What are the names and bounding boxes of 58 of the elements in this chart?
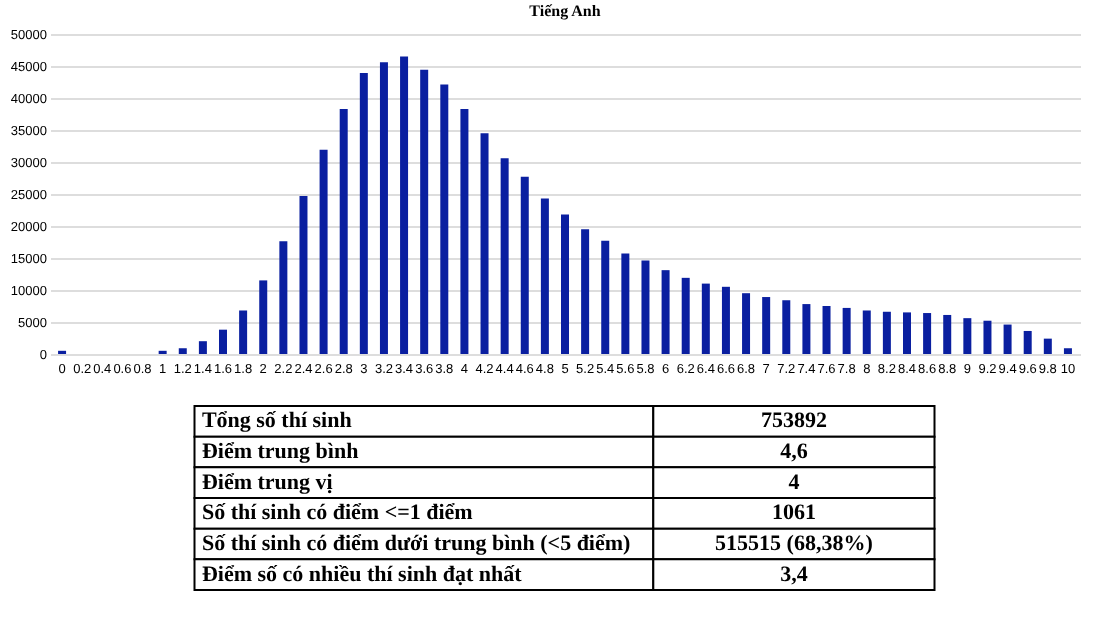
bar: [1003, 324, 1012, 354]
bar: [762, 297, 771, 354]
bar: [842, 307, 851, 354]
bar: [219, 329, 228, 354]
bar: [178, 348, 187, 354]
text: 753892: [760, 409, 828, 434]
bar: [742, 293, 751, 354]
bar: [681, 277, 690, 354]
text: Điểm số có nhiều thí sinh đạt nhất: [201, 562, 523, 587]
bar: [1063, 348, 1072, 354]
bar: [661, 270, 670, 354]
bar: [802, 304, 811, 354]
text: Điểm trung vị: [201, 470, 333, 495]
bar: [339, 108, 348, 354]
bar: [641, 260, 650, 354]
bar: [520, 176, 529, 354]
bar: [963, 318, 972, 354]
bar: [440, 84, 449, 354]
bar: [621, 253, 630, 354]
text: Điểm trung bình: [201, 440, 359, 464]
bar: [420, 69, 429, 354]
text: 3,4: [780, 562, 809, 587]
bar: [822, 306, 831, 354]
bar: [902, 312, 911, 354]
bar: [601, 240, 610, 354]
bar: [882, 311, 891, 354]
bar: [198, 341, 207, 354]
bar: [561, 214, 569, 354]
text: 1061: [771, 501, 816, 526]
bar: [379, 62, 388, 354]
text: Số thí sinh có điểm dưới trung bình (<5 điểm): [201, 532, 632, 556]
text: 4,6: [780, 440, 809, 464]
text: Tổng số thí sinh: [201, 409, 352, 434]
bar: [581, 229, 590, 354]
bar: [923, 313, 932, 354]
bar: [319, 149, 328, 354]
text: 4: [788, 470, 801, 495]
bar: [279, 241, 288, 354]
bar: [400, 56, 409, 354]
bar: [259, 280, 268, 354]
bar: [1043, 338, 1052, 354]
bar: [701, 283, 710, 354]
bar: [239, 310, 248, 354]
bar: [480, 133, 489, 354]
bar: [500, 158, 509, 354]
bar: [862, 310, 871, 354]
bar: [540, 198, 549, 354]
text: Số thí sinh có điểm <=1 điểm: [201, 501, 473, 526]
bar: [721, 286, 730, 354]
bar: [460, 108, 469, 354]
bar: [1023, 330, 1032, 354]
text: 515515 (68,38%): [715, 532, 874, 556]
bar: [782, 300, 791, 354]
bar: [943, 314, 952, 354]
chart-title: Tiếng Anh: [529, 2, 602, 20]
bar: [359, 73, 368, 354]
bar: [299, 195, 308, 354]
bar: [983, 320, 992, 354]
